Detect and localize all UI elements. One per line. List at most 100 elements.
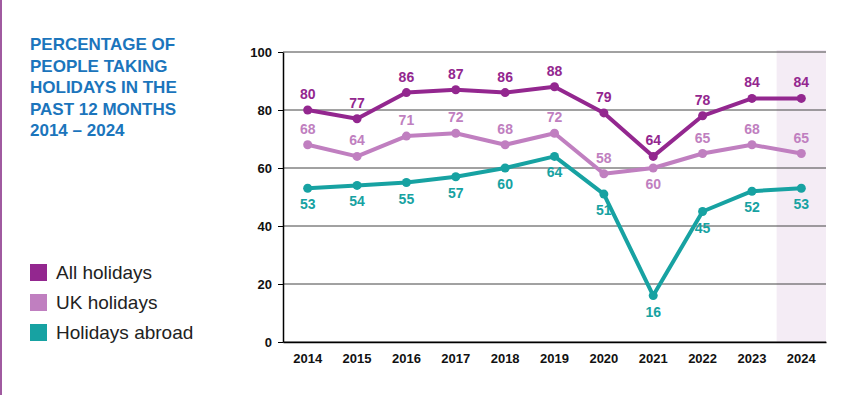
series-marker (698, 149, 707, 158)
marks (303, 82, 806, 300)
data-label: 87 (448, 66, 464, 82)
y-tick-mark (278, 110, 283, 111)
data-label: 72 (547, 109, 563, 125)
series-marker (303, 184, 312, 193)
series-marker (698, 111, 707, 120)
series-marker (353, 181, 362, 190)
x-tick-label: 2014 (293, 351, 323, 366)
series-marker (747, 140, 756, 149)
data-label: 57 (448, 185, 464, 201)
x-tick: 2015 (343, 342, 372, 366)
data-label: 54 (349, 193, 365, 209)
series-marker (353, 152, 362, 161)
y-axis: 0 20 40 60 80 100 (250, 45, 283, 350)
series-marker (501, 140, 510, 149)
data-label: 84 (794, 74, 810, 90)
x-tick-label: 2021 (639, 351, 668, 366)
grid-line (283, 284, 826, 285)
data-label: 72 (448, 109, 464, 125)
data-label: 86 (497, 69, 513, 85)
series-line (308, 156, 802, 295)
legend-label: Holidays abroad (56, 322, 193, 343)
data-label: 79 (596, 89, 612, 105)
y-tick-label: 20 (258, 277, 272, 292)
x-tick: 2023 (737, 342, 766, 366)
series-marker (303, 106, 312, 115)
y-tick: 20 (258, 277, 283, 292)
x-tick-label: 2023 (737, 351, 766, 366)
series-marker (451, 85, 460, 94)
data-label: 51 (596, 202, 612, 218)
chart: 0 20 40 60 80 100 2014 2015 2016 2017 2018 2019 2020… (0, 0, 850, 395)
series-marker (550, 152, 559, 161)
x-tick: 2021 (639, 342, 668, 366)
data-label: 64 (547, 164, 563, 180)
x-tick: 2017 (441, 342, 470, 366)
legend-label: All holidays (56, 262, 152, 283)
x-tick: 2020 (589, 342, 618, 366)
series-marker (303, 140, 312, 149)
series-marker (451, 129, 460, 138)
y-tick: 0 (265, 335, 283, 350)
x-tick-label: 2024 (787, 351, 817, 366)
x-tick-label: 2016 (392, 351, 421, 366)
data-label: 64 (349, 132, 365, 148)
series-marker (402, 178, 411, 187)
title-line: PAST 12 MONTHS (30, 100, 176, 119)
y-tick: 40 (258, 219, 283, 234)
x-tick: 2014 (293, 342, 323, 366)
y-tick-label: 100 (250, 45, 272, 60)
data-label: 55 (399, 191, 415, 207)
legend-label: UK holidays (56, 292, 157, 313)
x-tick: 2019 (540, 342, 569, 366)
legend-swatch (30, 264, 47, 281)
x-tick: 2016 (392, 342, 421, 366)
x-tick-label: 2022 (688, 351, 717, 366)
x-tick-label: 2020 (589, 351, 618, 366)
data-label: 68 (744, 121, 760, 137)
series-marker (599, 169, 608, 178)
series-marker (599, 108, 608, 117)
y-tick-mark (278, 168, 283, 169)
y-tick-mark (278, 52, 283, 53)
data-label: 84 (744, 74, 760, 90)
y-tick-mark (278, 342, 283, 343)
y-axis-line (283, 53, 285, 343)
data-label: 71 (399, 112, 415, 128)
x-axis: 2014 2015 2016 2017 2018 2019 2020 2021 2022 2023… (284, 342, 827, 366)
series-marker (649, 152, 658, 161)
series-marker (451, 172, 460, 181)
series-marker (747, 187, 756, 196)
x-tick-label: 2015 (343, 351, 372, 366)
data-label: 64 (645, 132, 661, 148)
legend: All holidays UK holidays Holidays abroad (30, 262, 193, 343)
x-tick: 2018 (491, 342, 520, 366)
series-marker (649, 291, 658, 300)
data-label: 16 (645, 304, 661, 320)
x-tick-label: 2019 (540, 351, 569, 366)
series-marker (501, 164, 510, 173)
x-tick: 2022 (688, 342, 717, 366)
data-label: 45 (695, 220, 711, 236)
y-tick-mark (278, 284, 283, 285)
series-marker (550, 82, 559, 91)
data-label: 65 (695, 130, 711, 146)
series-marker (797, 149, 806, 158)
series-marker (402, 88, 411, 97)
title-line: HOLIDAYS IN THE (30, 78, 177, 97)
title-line: 2014 – 2024 (30, 121, 125, 140)
y-tick-label: 80 (258, 103, 272, 118)
x-tick: 2024 (787, 342, 817, 366)
data-label: 65 (794, 130, 810, 146)
y-tick-label: 60 (258, 161, 272, 176)
series-marker (698, 207, 707, 216)
data-label: 52 (744, 199, 760, 215)
series-marker (599, 190, 608, 199)
data-label: 86 (399, 69, 415, 85)
y-tick-label: 40 (258, 219, 272, 234)
x-tick-label: 2017 (441, 351, 470, 366)
grid (283, 52, 826, 342)
title: PERCENTAGE OFPEOPLE TAKINGHOLIDAYS IN TH… (30, 35, 177, 140)
data-label: 80 (300, 86, 316, 102)
data-label: 60 (497, 176, 513, 192)
